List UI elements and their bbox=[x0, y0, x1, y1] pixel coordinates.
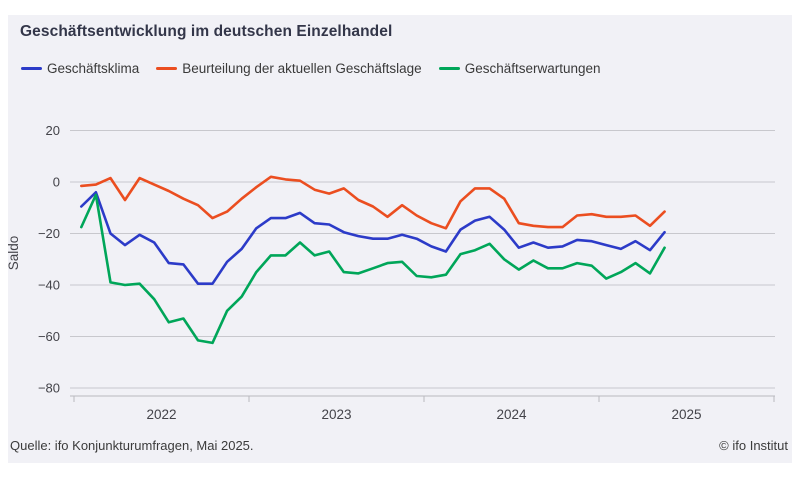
legend-label-geschaeftslage: Beurteilung der aktuellen Geschäftslage bbox=[182, 61, 422, 76]
svg-text:2023: 2023 bbox=[321, 407, 351, 422]
svg-text:0: 0 bbox=[53, 175, 60, 190]
svg-text:2024: 2024 bbox=[496, 407, 527, 422]
legend-item-geschaeftserwartungen: Geschäftserwartungen bbox=[438, 61, 601, 76]
svg-text:2022: 2022 bbox=[146, 407, 176, 422]
series-line-geschaeftserwartungen bbox=[80, 193, 666, 345]
svg-text:−60: −60 bbox=[38, 329, 60, 344]
svg-text:2025: 2025 bbox=[671, 407, 701, 422]
source-note: Quelle: ifo Konjunkturumfragen, Mai 2025… bbox=[10, 438, 254, 453]
legend-label-geschaeftsklima: Geschäftsklima bbox=[47, 61, 140, 76]
series-line-geschaeftslage bbox=[80, 175, 666, 230]
legend-label-geschaeftserwartungen: Geschäftserwartungen bbox=[464, 61, 601, 76]
legend-swatch-lage-icon bbox=[156, 67, 178, 70]
svg-text:20: 20 bbox=[46, 123, 60, 138]
series-line-geschaeftsklima bbox=[80, 191, 666, 286]
legend-swatch-klima-icon bbox=[21, 67, 42, 70]
legend-item-geschaeftsklima: Geschäftsklima bbox=[21, 61, 139, 76]
svg-text:−80: −80 bbox=[38, 381, 60, 396]
svg-text:−40: −40 bbox=[38, 278, 60, 293]
legend-swatch-erwartungen-icon bbox=[438, 67, 460, 70]
legend-item-geschaeftslage: Beurteilung der aktuellen Geschäftslage bbox=[156, 61, 422, 76]
chart-title: Geschäftsentwicklung im deutschen Einzel… bbox=[20, 23, 393, 40]
svg-text:Saldo: Saldo bbox=[6, 236, 21, 271]
svg-text:−20: −20 bbox=[38, 226, 60, 241]
chart-legend: Geschäftsklima Beurteilung der aktuellen… bbox=[21, 61, 601, 76]
copyright-note: © ifo Institut bbox=[719, 438, 788, 453]
